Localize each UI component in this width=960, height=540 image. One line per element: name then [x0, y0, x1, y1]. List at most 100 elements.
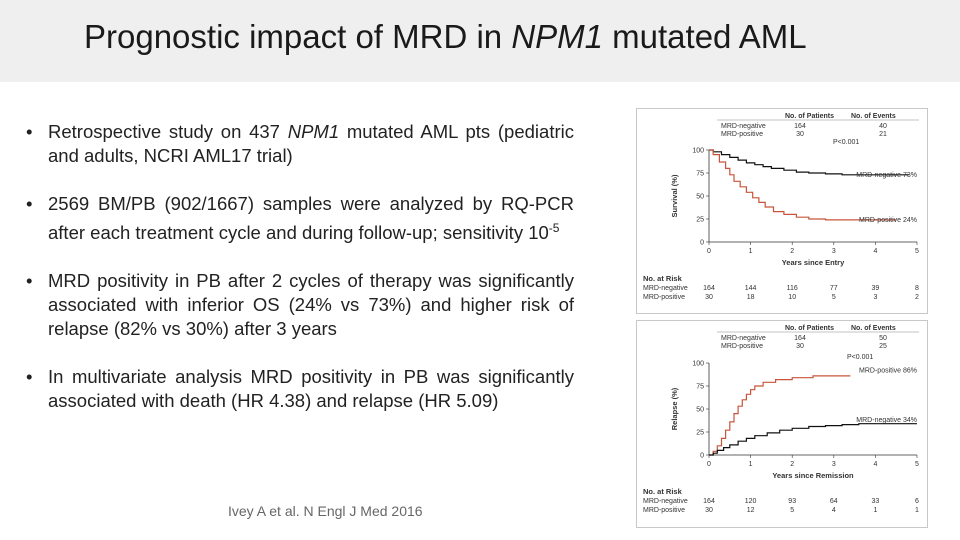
risk-table-title: No. at Risk	[643, 487, 683, 496]
x-tick-label: 4	[873, 248, 877, 255]
table-row-label: MRD-negative	[721, 123, 766, 130]
bullet-item: • Retrospective study on 437 NPM1 mutate…	[26, 120, 574, 168]
header-events: No. of Events	[851, 113, 896, 120]
p-value: P<0.001	[833, 139, 859, 146]
y-tick-label: 25	[696, 430, 704, 437]
y-tick-label: 25	[696, 217, 704, 224]
risk-value: 18	[747, 294, 755, 301]
bullet-dot: •	[26, 366, 33, 388]
x-tick-label: 0	[707, 248, 711, 255]
x-tick-label: 1	[749, 248, 753, 255]
x-tick-label: 4	[873, 461, 877, 468]
bullet-dot: •	[26, 193, 33, 214]
bullet-text: In multivariate analysis MRD positivity …	[48, 366, 574, 412]
risk-value: 164	[703, 285, 715, 292]
risk-value: 116	[787, 285, 798, 292]
table-events-value: 21	[879, 131, 887, 138]
relapse-chart-figure: No. of Patients No. of Events MRD-negative…	[636, 320, 928, 528]
y-tick-label: 50	[696, 194, 704, 201]
risk-row-label: MRD-negative	[643, 498, 688, 505]
risk-value: 30	[705, 507, 713, 514]
bullet-dot: •	[26, 121, 33, 142]
y-tick-label: 75	[696, 384, 704, 391]
x-tick-label: 5	[915, 248, 919, 255]
bullet-text: 2569 BM/PB (902/1667) samples were analy…	[48, 193, 574, 244]
risk-value: 2	[915, 294, 919, 301]
table-patients-value: 164	[794, 335, 806, 342]
bullet-list: • Retrospective study on 437 NPM1 mutate…	[26, 120, 574, 437]
bullet-item: • MRD positivity in PB after 2 cycles of…	[26, 269, 574, 341]
x-axis-title: Years since Entry	[782, 258, 845, 267]
table-events-value: 25	[879, 343, 887, 350]
title-gene: NPM1	[511, 18, 603, 55]
risk-value: 5	[790, 507, 794, 514]
series-line-mrd-positive	[709, 375, 851, 456]
series-end-label: MRD-negative 34%	[856, 417, 917, 424]
risk-value: 1	[873, 507, 877, 514]
risk-value: 144	[745, 285, 757, 292]
risk-value: 4	[832, 507, 836, 514]
bullet-item: • 2569 BM/PB (902/1667) samples were ana…	[26, 192, 574, 245]
risk-value: 93	[788, 498, 796, 505]
slide-title: Prognostic impact of MRD in NPM1 mutated…	[84, 18, 807, 56]
risk-value: 30	[705, 294, 713, 301]
risk-value: 77	[830, 285, 838, 292]
series-end-label: MRD-negative 73%	[856, 172, 917, 179]
bullet-item: • In multivariate analysis MRD positivit…	[26, 365, 574, 413]
y-tick-label: 0	[700, 240, 704, 247]
risk-value: 120	[745, 498, 757, 505]
y-tick-label: 100	[692, 148, 704, 155]
survival-chart: No. of Patients No. of Events MRD-negative…	[643, 113, 919, 301]
title-post: mutated AML	[603, 18, 807, 55]
risk-row-label: MRD-negative	[643, 285, 688, 292]
risk-value: 12	[747, 507, 755, 514]
risk-value: 164	[703, 498, 715, 505]
risk-row-label: MRD-positive	[643, 507, 685, 514]
series-end-label: MRD-positive 86%	[859, 367, 917, 374]
table-patients-value: 30	[796, 343, 804, 350]
table-events-value: 50	[879, 335, 887, 342]
title-pre: Prognostic impact of MRD in	[84, 18, 512, 55]
table-row-label: MRD-negative	[721, 335, 766, 342]
risk-table-title: No. at Risk	[643, 274, 683, 283]
citation: Ivey A et al. N Engl J Med 2016	[228, 503, 423, 519]
x-tick-label: 3	[832, 461, 836, 468]
x-tick-label: 1	[749, 461, 753, 468]
bullet-text: Retrospective study on 437 NPM1 mutated …	[48, 121, 574, 166]
bullet-text: MRD positivity in PB after 2 cycles of t…	[48, 270, 574, 340]
table-row-label: MRD-positive	[721, 343, 763, 350]
risk-row-label: MRD-positive	[643, 294, 685, 301]
risk-value: 6	[915, 498, 919, 505]
relapse-chart: No. of Patients No. of Events MRD-negative…	[643, 325, 919, 514]
risk-value: 39	[872, 285, 880, 292]
survival-chart-figure: No. of Patients No. of Events MRD-negative…	[636, 108, 928, 314]
x-tick-label: 3	[832, 248, 836, 255]
table-events-value: 40	[879, 123, 887, 130]
series-line-mrd-negative	[709, 149, 909, 176]
series-line-mrd-positive	[709, 149, 897, 221]
risk-value: 1	[915, 507, 919, 514]
p-value: P<0.001	[847, 354, 873, 361]
table-patients-value: 164	[794, 123, 806, 130]
header-patients: No. of Patients	[785, 113, 834, 120]
risk-value: 8	[915, 285, 919, 292]
x-axis-title: Years since Remission	[772, 471, 854, 480]
title-bar	[0, 0, 960, 82]
header-events: No. of Events	[851, 325, 896, 332]
y-tick-label: 100	[692, 361, 704, 368]
table-patients-value: 30	[796, 131, 804, 138]
risk-value: 64	[830, 498, 838, 505]
x-tick-label: 2	[790, 461, 794, 468]
series-line-mrd-negative	[709, 423, 917, 456]
bullet-dot: •	[26, 270, 33, 292]
y-tick-label: 75	[696, 171, 704, 178]
risk-value: 3	[873, 294, 877, 301]
header-patients: No. of Patients	[785, 325, 834, 332]
risk-value: 5	[832, 294, 836, 301]
risk-value: 33	[872, 498, 880, 505]
table-row-label: MRD-positive	[721, 131, 763, 138]
y-tick-label: 0	[700, 453, 704, 460]
x-tick-label: 2	[790, 248, 794, 255]
y-tick-label: 50	[696, 407, 704, 414]
y-axis-title: Survival (%)	[670, 174, 679, 217]
